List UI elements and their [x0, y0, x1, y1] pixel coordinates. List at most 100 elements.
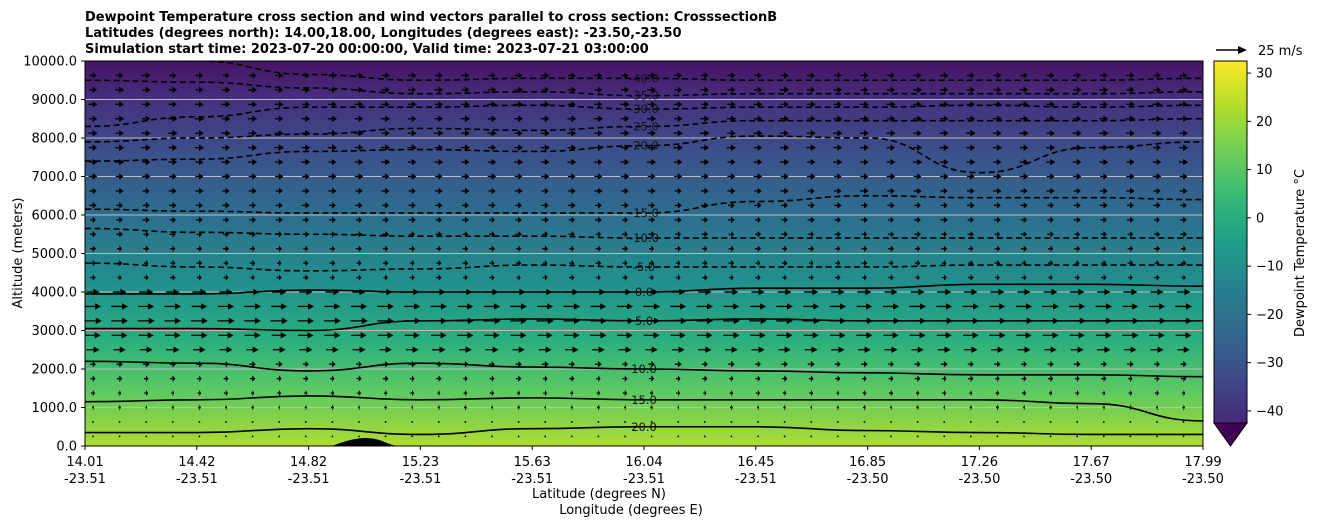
wind-vector: [884, 288, 898, 296]
wind-vector: [301, 115, 311, 122]
wind-vector: [863, 421, 866, 423]
wind-vector: [168, 187, 177, 195]
wind-vector: [755, 274, 761, 281]
wind-vector: [1206, 173, 1214, 179]
wind-vector: [1076, 404, 1079, 411]
wind-vector: [1127, 231, 1134, 238]
wind-vector: [407, 101, 417, 108]
wind-vector: [890, 421, 892, 423]
wind-vector: [191, 332, 208, 339]
contour-label: 20.0: [631, 420, 657, 434]
wind-vector: [249, 231, 256, 238]
wind-vector: [597, 435, 600, 438]
wind-vector: [1207, 231, 1213, 237]
wind-vector: [939, 144, 949, 151]
wind-vector: [1206, 101, 1215, 107]
wind-vector: [142, 216, 150, 224]
wind-vector: [781, 202, 788, 209]
wind-vector: [777, 288, 792, 296]
wind-vector: [1020, 202, 1028, 209]
wind-vector: [940, 72, 949, 79]
wind-vector: [594, 101, 603, 108]
wind-vector: [515, 231, 522, 238]
wind-vector: [675, 375, 681, 382]
wind-vector: [831, 288, 845, 296]
wind-vector: [169, 72, 177, 79]
wind-vector: [143, 375, 149, 382]
wind-vector: [435, 72, 443, 79]
wind-vector: [834, 173, 842, 180]
wind-vector: [329, 360, 336, 368]
y-tick-label: 2000.0: [32, 363, 78, 378]
wind-vector: [491, 404, 493, 411]
wind-vector: [1072, 101, 1082, 108]
y-tick-label: 7000.0: [32, 170, 78, 185]
colorbar-ticks: 30 20 10 0 −10 −20 −30 −40: [1247, 67, 1283, 419]
colorbar-gradient: [1213, 60, 1248, 424]
colorbar-tick-label: −30: [1256, 356, 1283, 371]
wind-vector: [221, 129, 231, 137]
wind-vector: [993, 187, 1002, 195]
contour-line: [85, 262, 1203, 272]
wind-vector: [568, 360, 575, 368]
wind-vector: [515, 360, 522, 368]
wind-vector: [434, 158, 444, 166]
wind-vector: [966, 187, 975, 195]
wind-vector: [829, 332, 846, 339]
wind-vector: [170, 274, 176, 281]
wind-vector: [115, 187, 124, 195]
wind-vector: [487, 115, 497, 122]
wind-vector: [563, 332, 580, 339]
wind-vector: [168, 101, 177, 108]
wind-vector: [304, 389, 308, 397]
wind-vector: [913, 86, 923, 94]
wind-vector: [142, 86, 151, 94]
wind-vector: [966, 86, 976, 94]
wind-vector: [435, 216, 442, 224]
wind-vector: [111, 303, 128, 310]
wind-vector: [383, 389, 388, 397]
wind-vector: [274, 173, 284, 180]
wind-vector: [1127, 245, 1134, 252]
wind-vector: [755, 216, 761, 224]
quiver-key-arrowhead: [1238, 46, 1247, 54]
wind-vector: [512, 346, 525, 353]
wind-vector: [1070, 346, 1084, 353]
wind-vector: [171, 404, 174, 411]
wind-vector: [569, 245, 575, 252]
wind-vector: [139, 346, 153, 353]
wind-vector: [753, 86, 763, 94]
wind-vector: [358, 421, 360, 423]
wind-vector: [592, 346, 605, 353]
wind-vector: [806, 129, 816, 137]
wind-vector: [1206, 116, 1214, 122]
wind-vector: [995, 375, 1000, 382]
wind-vector: [487, 144, 497, 151]
wind-vector: [1176, 288, 1191, 296]
wind-vector: [489, 274, 495, 281]
wind-vector: [537, 332, 553, 339]
wind-vector: [753, 101, 763, 108]
wind-vector: [457, 332, 474, 339]
wind-vector: [590, 332, 607, 339]
wind-vector: [862, 389, 867, 397]
contour-line: [85, 425, 1203, 436]
wind-vector: [331, 421, 334, 423]
wind-vector: [647, 72, 656, 79]
wind-vector: [570, 435, 573, 438]
y-axis: 0.0 1000.0 2000.0 3000.0 4000.0 5000.0 6000.0 7…: [23, 55, 85, 455]
wind-vector: [251, 435, 254, 438]
wind-vector: [730, 435, 733, 438]
wind-vector: [221, 158, 231, 166]
wind-vector: [673, 101, 683, 108]
wind-vector: [834, 72, 842, 79]
wind-vector: [728, 245, 735, 252]
wind-vector: [994, 202, 1001, 209]
wind-vector: [249, 259, 256, 267]
wind-vector: [570, 421, 573, 423]
wind-vector: [941, 245, 948, 252]
wind-vector: [569, 274, 575, 281]
wind-vector: [1046, 86, 1056, 94]
wind-vector: [808, 231, 815, 238]
wind-vector: [884, 346, 898, 353]
